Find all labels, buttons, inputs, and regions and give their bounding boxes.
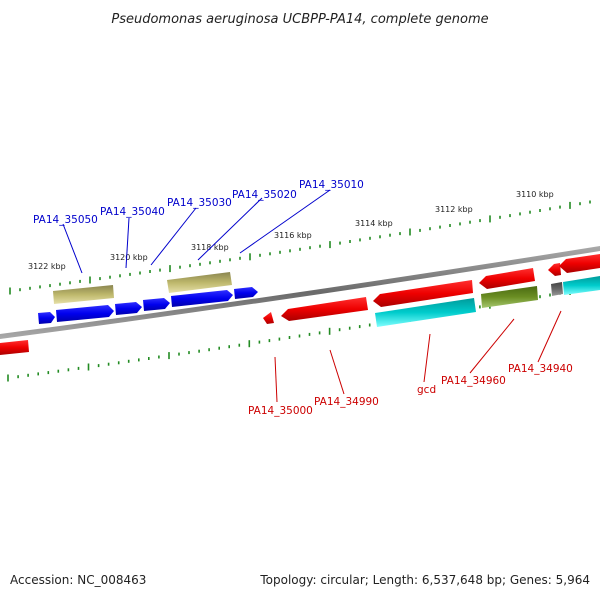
- reverse-gene: [559, 254, 600, 273]
- forward-gene: [234, 287, 258, 299]
- scale-label: 3118 kbp: [191, 243, 229, 252]
- forward-gene: [143, 298, 170, 311]
- forward-gene-label: PA14_35010: [299, 179, 364, 191]
- feature-olive: [481, 286, 538, 308]
- scale-label: 3110 kbp: [516, 190, 554, 199]
- forward-gene: [171, 290, 233, 307]
- reverse-gene: [373, 280, 473, 307]
- forward-leader-lines: [62, 189, 331, 274]
- forward-gene-label: PA14_35020: [232, 189, 297, 201]
- scale-label: 3112 kbp: [435, 205, 473, 214]
- feature-gray: [551, 282, 563, 296]
- forward-gene-label: PA14_35050: [33, 214, 98, 226]
- reverse-gene-label: gcd: [417, 384, 436, 396]
- feature-tan: [167, 272, 232, 293]
- scale-ticks-upper: [9, 200, 591, 295]
- reverse-gene: [479, 268, 535, 289]
- forward-gene: [38, 312, 55, 324]
- scale-label: 3114 kbp: [355, 219, 393, 228]
- accession-text: Accession: NC_008463: [10, 573, 147, 587]
- feature-tan: [53, 285, 114, 304]
- feature-cyan: [563, 276, 600, 295]
- forward-gene: [115, 302, 142, 315]
- genome-summary-text: Topology: circular; Length: 6,537,648 bp…: [260, 573, 590, 587]
- reverse-gene: [281, 297, 368, 321]
- reverse-gene-label: PA14_35000: [248, 405, 313, 417]
- reverse-gene: [0, 340, 29, 355]
- forward-gene-label: PA14_35030: [167, 197, 232, 209]
- reverse-leader-lines: [274, 310, 562, 403]
- reverse-gene: [548, 263, 561, 276]
- scale-label: 3120 kbp: [110, 253, 148, 262]
- reverse-gene-label: PA14_34990: [314, 396, 379, 408]
- forward-gene: [56, 305, 114, 322]
- reverse-gene: [263, 312, 274, 324]
- forward-gene-label: PA14_35040: [100, 206, 165, 218]
- genome-title: Pseudomonas aeruginosa UCBPP-PA14, compl…: [111, 12, 488, 27]
- reverse-gene-label: PA14_34960: [441, 375, 506, 387]
- reverse-gene-label: PA14_34940: [508, 363, 573, 375]
- scale-label: 3122 kbp: [28, 262, 66, 271]
- genome-backbone: [0, 246, 600, 339]
- scale-label: 3116 kbp: [274, 231, 312, 240]
- feature-cyan: [375, 298, 476, 327]
